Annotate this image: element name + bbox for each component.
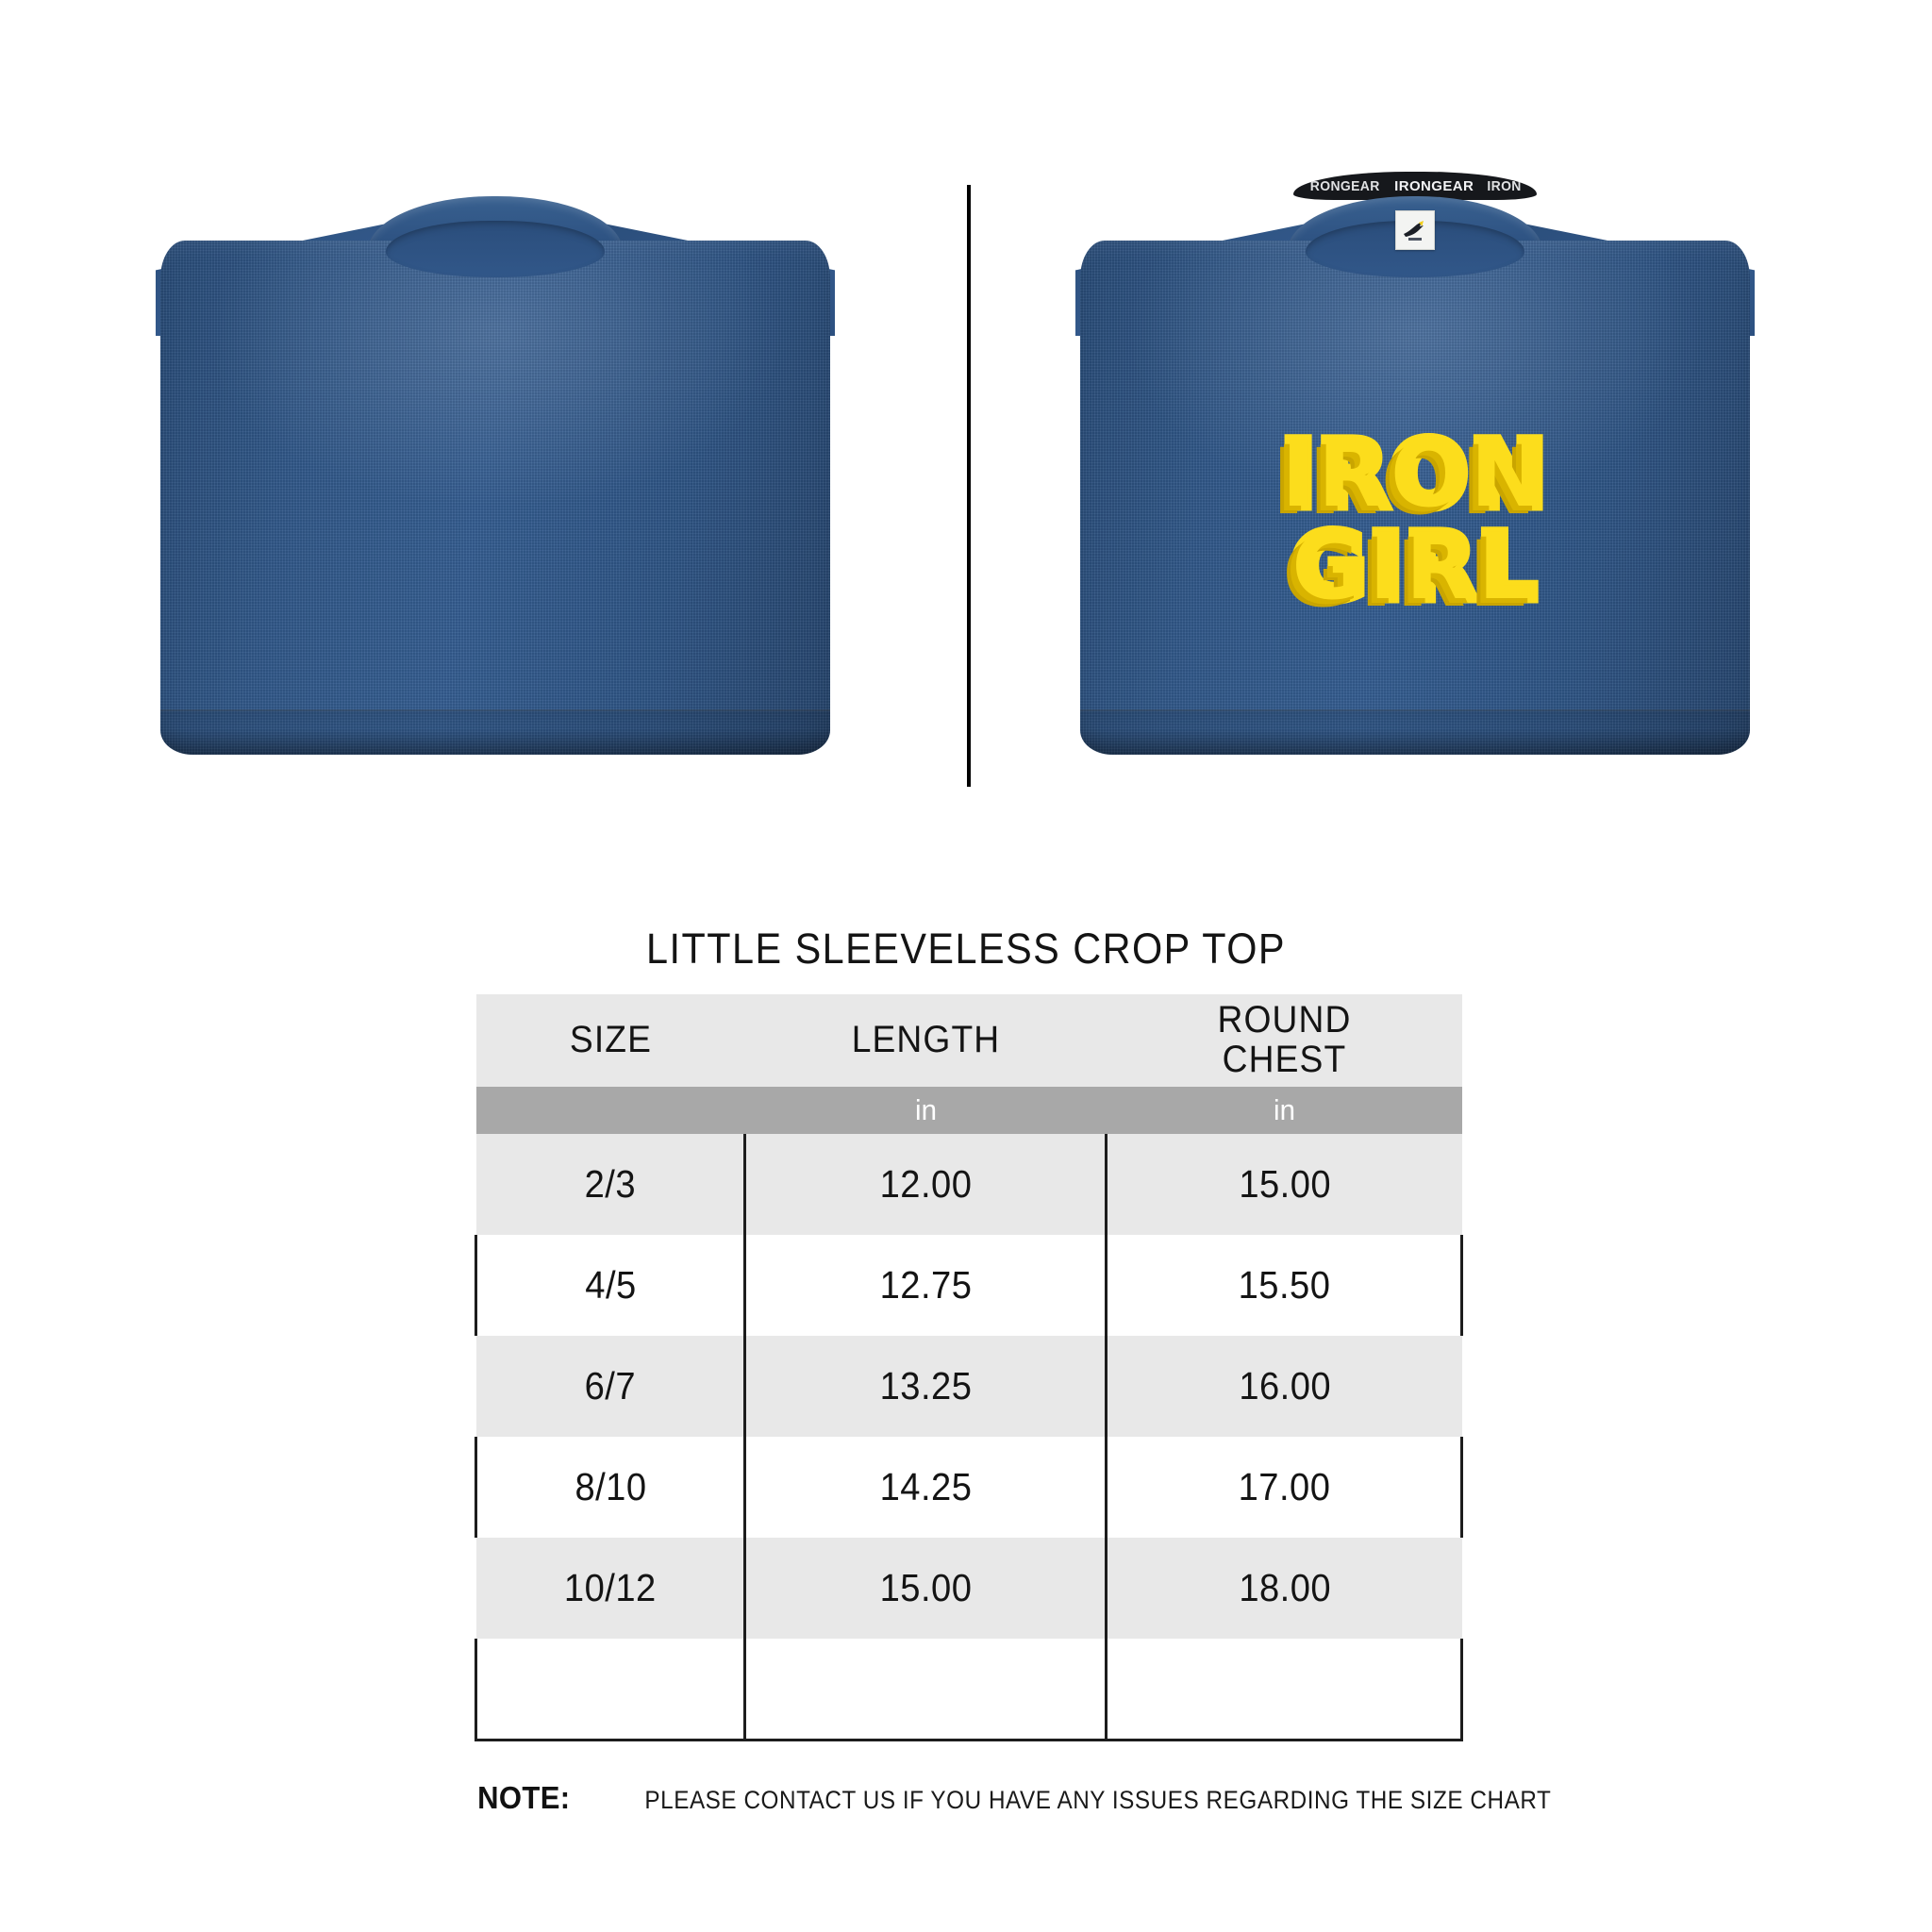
note-text: PLEASE CONTACT US IF YOU HAVE ANY ISSUES… — [644, 1786, 1552, 1814]
table-header-row: SIZE LENGTH ROUND CHEST — [475, 994, 1462, 1087]
cell-round-chest: 16.00 — [1117, 1336, 1450, 1437]
size-chart-table: SIZE LENGTH ROUND CHEST in in 2/3 12.00 … — [475, 994, 1463, 1741]
photo-divider-line — [967, 185, 971, 787]
cell-length: 12.75 — [756, 1235, 1094, 1336]
table-row: 6/7 13.25 16.00 — [475, 1336, 1462, 1437]
table-row: 2/3 12.00 15.00 — [475, 1134, 1462, 1235]
torso-back — [160, 241, 830, 755]
print-line-girl: GIRL — [1287, 513, 1541, 620]
crop-top-back — [146, 142, 844, 774]
cell-round-chest — [1105, 1639, 1463, 1741]
cell-length — [743, 1639, 1107, 1741]
neck-tape-text-center: IRONGEAR — [1394, 177, 1474, 194]
units-round-chest: in — [1273, 1093, 1295, 1126]
neck-tape-text-right: IRON — [1487, 177, 1522, 194]
table-row: 4/5 12.75 15.50 — [475, 1235, 1462, 1336]
crop-top-front: RONGEAR IRONGEAR IRON IRON GIRL — [1066, 142, 1764, 774]
brand-logo-label — [1395, 210, 1435, 250]
eagle-logo-icon — [1404, 221, 1424, 241]
table-row: 8/10 14.25 17.00 — [475, 1437, 1462, 1538]
column-header-round-chest-line2: CHEST — [1222, 1039, 1346, 1080]
cell-length: 13.25 — [756, 1336, 1094, 1437]
size-chart-title: LITTLE SLEEVELESS CROP TOP — [646, 924, 1286, 973]
cell-length: 12.00 — [756, 1134, 1094, 1235]
torso-front: IRON GIRL — [1080, 241, 1750, 755]
hem-band — [160, 709, 830, 755]
cell-round-chest: 18.00 — [1117, 1538, 1450, 1639]
table-row: 10/12 15.00 18.00 — [475, 1538, 1462, 1639]
cell-size: 2/3 — [584, 1162, 636, 1206]
cell-size — [475, 1639, 745, 1741]
collar-inner-back — [386, 221, 605, 277]
column-header-size: SIZE — [569, 1019, 652, 1061]
cell-size: 6/7 — [584, 1364, 636, 1407]
front-print-graphic: IRON GIRL — [1080, 422, 1750, 620]
cell-round-chest: 15.00 — [1117, 1134, 1450, 1235]
units-size — [483, 1087, 739, 1134]
product-photo-area: RONGEAR IRONGEAR IRON IRON GIRL — [0, 0, 1932, 849]
hem-band — [1080, 709, 1750, 755]
knit-texture — [1080, 241, 1750, 755]
column-header-round-chest-line1: ROUND — [1217, 999, 1351, 1041]
units-length: in — [914, 1093, 937, 1126]
cell-round-chest: 15.50 — [1117, 1235, 1451, 1336]
column-header-length: LENGTH — [851, 1019, 1000, 1061]
neck-tape-text-left: RONGEAR — [1309, 177, 1380, 194]
cell-size: 8/10 — [484, 1437, 736, 1538]
table-units-row: in in — [475, 1087, 1462, 1134]
cell-length: 14.25 — [756, 1437, 1094, 1538]
table-row-empty — [475, 1639, 1463, 1741]
note-label: NOTE: — [477, 1780, 571, 1815]
knit-texture — [160, 241, 830, 755]
cell-length: 15.00 — [756, 1538, 1094, 1639]
cell-size: 4/5 — [484, 1235, 736, 1336]
cell-round-chest: 17.00 — [1117, 1437, 1451, 1538]
note-line: NOTE: PLEASE CONTACT US IF YOU HAVE ANY … — [475, 1780, 1601, 1816]
cell-size: 10/12 — [563, 1566, 657, 1609]
column-header-round-chest: ROUND CHEST — [1119, 994, 1450, 1087]
print-line-iron: IRON — [1276, 422, 1552, 527]
brand-neck-tape: RONGEAR IRONGEAR IRON — [1293, 172, 1537, 200]
